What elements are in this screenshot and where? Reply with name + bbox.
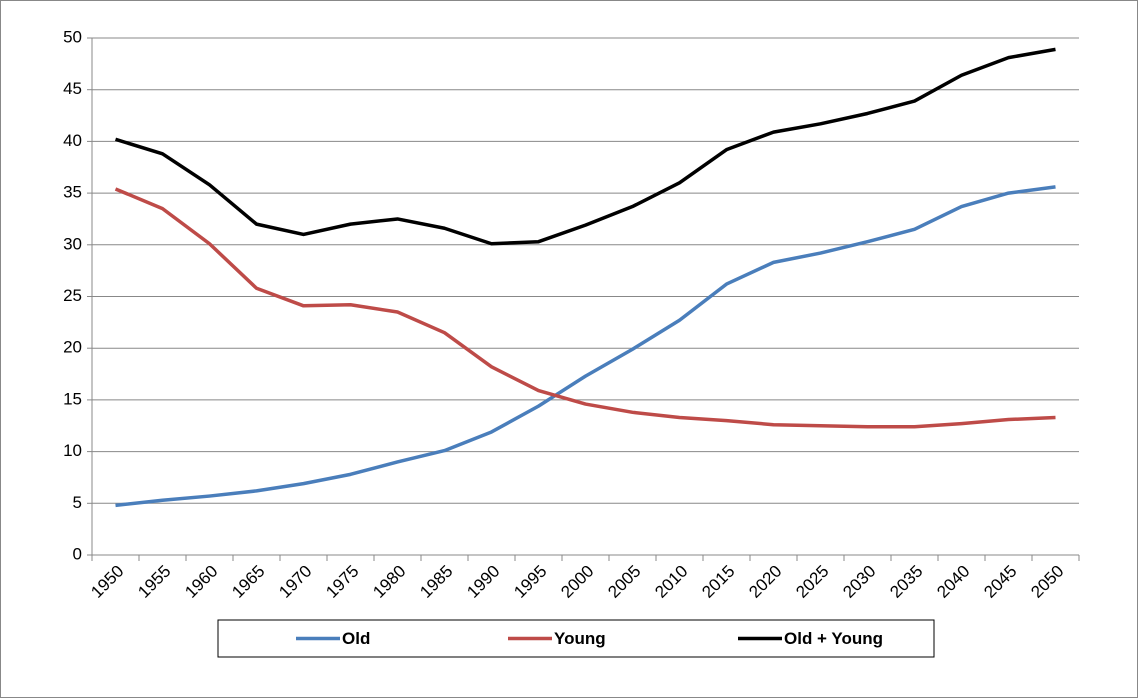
legend-label: Old bbox=[342, 629, 370, 648]
y-tick-label: 5 bbox=[73, 493, 82, 512]
line-series bbox=[115, 185, 1056, 508]
y-tick-label: 50 bbox=[63, 27, 82, 46]
y-tick-label: 20 bbox=[63, 338, 82, 357]
y-tick-label: 10 bbox=[63, 441, 82, 460]
y-tick-label: 40 bbox=[63, 131, 82, 150]
y-tick-label: 35 bbox=[63, 183, 82, 202]
y-tick-label: 45 bbox=[63, 79, 82, 98]
y-tick-label: 25 bbox=[63, 286, 82, 305]
legend-label: Young bbox=[554, 629, 606, 648]
line-series bbox=[114, 187, 1056, 429]
y-tick-label: 0 bbox=[73, 544, 82, 563]
line-series bbox=[114, 47, 1056, 246]
y-tick-label: 30 bbox=[63, 234, 82, 253]
y-tick-label: 15 bbox=[63, 389, 82, 408]
legend-label: Old + Young bbox=[784, 629, 883, 648]
